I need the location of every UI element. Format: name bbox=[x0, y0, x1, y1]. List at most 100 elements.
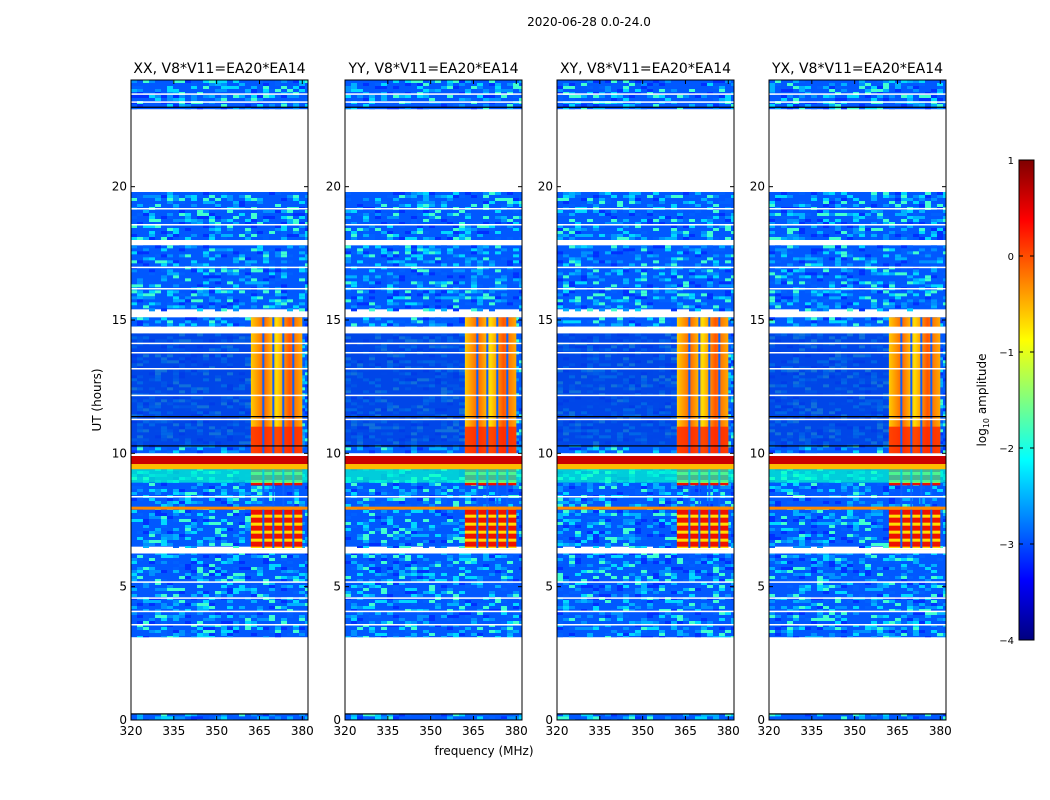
noise-cell bbox=[405, 257, 411, 261]
noise-cell bbox=[293, 104, 299, 107]
noise-cell bbox=[387, 582, 393, 585]
noise-cell bbox=[149, 308, 155, 312]
noise-cell bbox=[251, 594, 257, 597]
noise-cell bbox=[239, 591, 245, 594]
noise-cell bbox=[489, 98, 495, 101]
noise-cell bbox=[149, 600, 155, 603]
noise-cell bbox=[417, 483, 423, 486]
noise-cell bbox=[161, 555, 167, 558]
noise-cell bbox=[405, 630, 411, 633]
noise-cell bbox=[251, 567, 257, 570]
noise-cell bbox=[405, 537, 411, 540]
noise-cell bbox=[149, 234, 155, 237]
noise-cell bbox=[167, 615, 173, 618]
noise-cell bbox=[483, 225, 489, 228]
noise-cell bbox=[245, 257, 251, 261]
noise-cell bbox=[137, 519, 143, 522]
noise-cell bbox=[471, 86, 477, 89]
noise-cell bbox=[483, 555, 489, 558]
noise-cell bbox=[369, 290, 375, 294]
noise-cell bbox=[173, 588, 179, 591]
noise-cell bbox=[245, 516, 251, 519]
noise-cell bbox=[471, 555, 477, 558]
noise-cell bbox=[167, 293, 173, 297]
noise-cell bbox=[447, 222, 453, 225]
noise-cell bbox=[173, 80, 179, 83]
noise-cell bbox=[459, 606, 465, 609]
noise-cell bbox=[519, 98, 522, 101]
noise-cell bbox=[345, 516, 351, 519]
noise-cell bbox=[635, 561, 641, 564]
noise-cell bbox=[305, 537, 308, 540]
noise-cell bbox=[707, 606, 713, 609]
noise-cell bbox=[345, 489, 351, 492]
noise-cell bbox=[299, 591, 305, 594]
noise-cell bbox=[393, 95, 399, 98]
noise-cell bbox=[447, 537, 453, 540]
noise-cell bbox=[345, 537, 351, 540]
noise-cell bbox=[459, 228, 465, 231]
rfi-stripe bbox=[464, 530, 517, 534]
noise-cell bbox=[299, 585, 305, 588]
noise-cell bbox=[411, 269, 417, 273]
noise-cell bbox=[507, 561, 513, 564]
noise-cell bbox=[569, 561, 575, 564]
noise-cell bbox=[293, 603, 299, 606]
noise-cell bbox=[453, 296, 459, 300]
noise-cell bbox=[459, 269, 465, 273]
noise-cell bbox=[441, 104, 447, 107]
noise-cell bbox=[173, 228, 179, 231]
noise-cell bbox=[683, 579, 689, 582]
noise-cell bbox=[167, 582, 173, 585]
noise-cell bbox=[417, 281, 423, 285]
noise-cell bbox=[299, 83, 305, 86]
noise-cell bbox=[215, 567, 221, 570]
noise-cell bbox=[659, 630, 665, 633]
noise-cell bbox=[263, 618, 269, 621]
noise-cell bbox=[131, 198, 137, 201]
noise-cell bbox=[441, 290, 447, 294]
noise-cell bbox=[405, 231, 411, 234]
noise-cell bbox=[161, 195, 167, 198]
noise-cell bbox=[575, 561, 581, 564]
noise-cell bbox=[239, 525, 245, 528]
noise-cell bbox=[293, 492, 299, 495]
noise-cell bbox=[495, 570, 501, 573]
noise-cell bbox=[185, 519, 191, 522]
noise-cell bbox=[465, 228, 471, 231]
noise-cell bbox=[131, 612, 137, 615]
noise-cell bbox=[387, 621, 393, 624]
noise-cell bbox=[227, 558, 233, 561]
noise-cell bbox=[351, 281, 357, 285]
noise-cell bbox=[719, 633, 725, 636]
noise-cell bbox=[423, 260, 429, 264]
flag-line bbox=[131, 352, 308, 354]
noise-cell bbox=[227, 501, 233, 504]
noise-cell bbox=[239, 540, 245, 543]
panel-title: XX, V8*V11=EA20*EA14 bbox=[133, 61, 305, 77]
noise-cell bbox=[251, 281, 257, 285]
noise-cell bbox=[167, 594, 173, 597]
noise-cell bbox=[647, 603, 653, 606]
noise-cell bbox=[405, 600, 411, 603]
noise-cell bbox=[191, 486, 197, 489]
noise-cell bbox=[357, 248, 363, 252]
noise-cell bbox=[435, 564, 441, 567]
noise-cell bbox=[167, 86, 173, 89]
noise-cell bbox=[281, 627, 287, 630]
noise-cell bbox=[203, 275, 209, 279]
noise-cell bbox=[731, 576, 734, 579]
noise-cell bbox=[471, 98, 477, 101]
noise-cell bbox=[411, 621, 417, 624]
noise-cell bbox=[719, 567, 725, 570]
noise-cell bbox=[405, 492, 411, 495]
noise-cell bbox=[203, 213, 209, 216]
noise-cell bbox=[635, 579, 641, 582]
noise-cell bbox=[405, 621, 411, 624]
noise-cell bbox=[197, 483, 203, 486]
noise-cell bbox=[575, 558, 581, 561]
noise-cell bbox=[357, 585, 363, 588]
noise-cell bbox=[653, 591, 659, 594]
noise-cell bbox=[131, 296, 137, 300]
noise-cell bbox=[507, 222, 513, 225]
